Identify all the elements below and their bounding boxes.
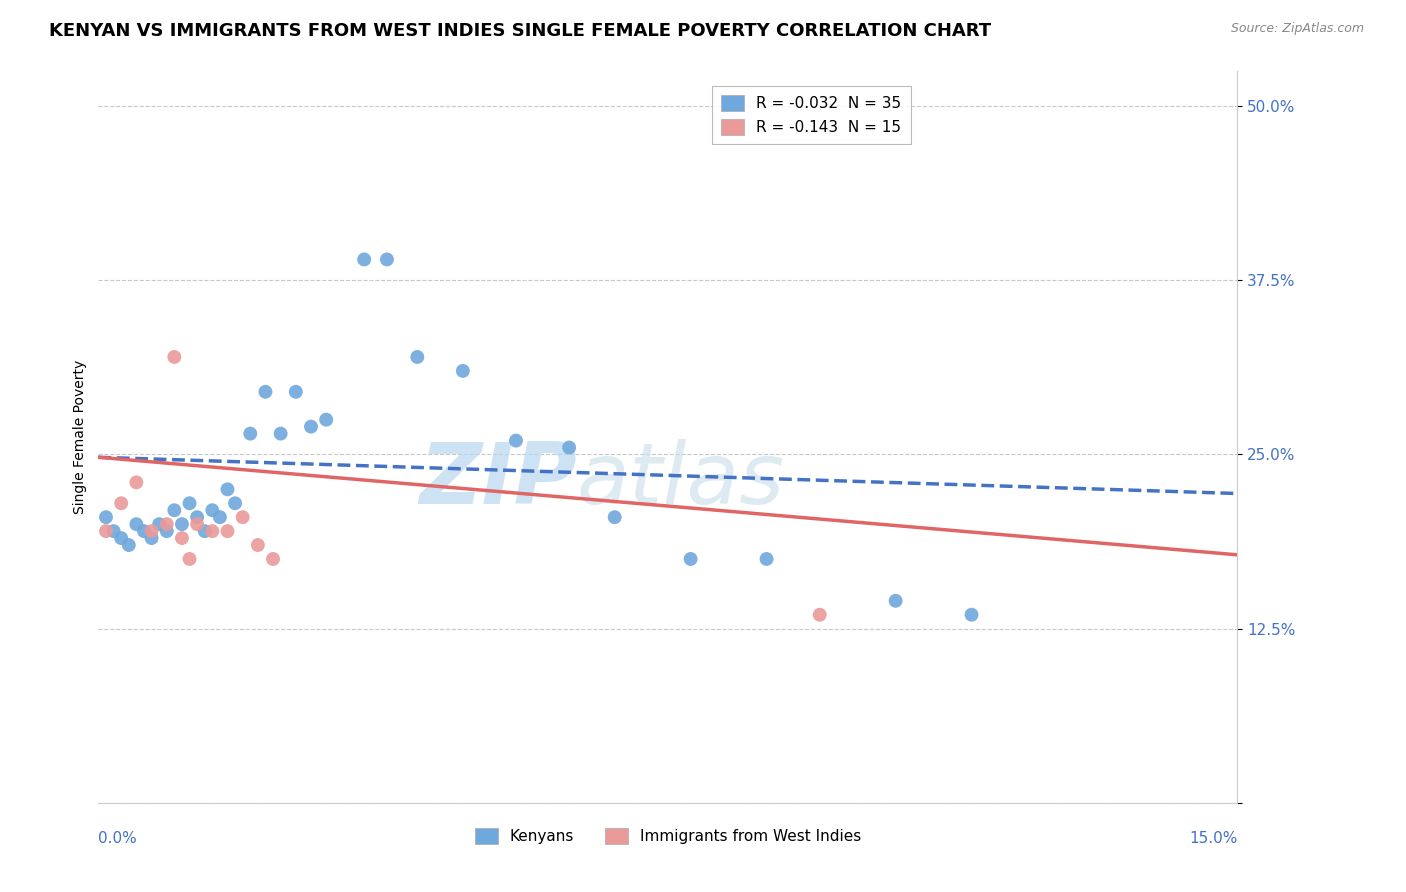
Point (156, 524, 179, 538)
Point (118, 538, 141, 552)
Point (505, 434, 527, 448)
Point (217, 483, 239, 497)
Legend: R = -0.032  N = 35, R = -0.143  N = 15: R = -0.032 N = 35, R = -0.143 N = 15 (713, 87, 911, 145)
Point (406, 350, 429, 364)
Point (132, 524, 155, 538)
Point (179, 552, 201, 566)
Point (125, 475, 148, 490)
Text: KENYAN VS IMMIGRANTS FROM WEST INDIES SINGLE FEMALE POVERTY CORRELATION CHART: KENYAN VS IMMIGRANTS FROM WEST INDIES SI… (49, 22, 991, 40)
Point (163, 350, 186, 364)
Point (315, 412, 337, 426)
Point (179, 496, 201, 510)
Point (201, 503, 224, 517)
Point (141, 524, 163, 538)
Y-axis label: Single Female Poverty: Single Female Poverty (73, 360, 87, 514)
Point (94, 524, 117, 538)
Point (141, 531, 163, 545)
Point (170, 531, 193, 545)
Point (239, 426, 262, 441)
Point (262, 552, 284, 566)
Point (603, 510, 626, 524)
Point (186, 510, 208, 524)
Point (156, 517, 179, 532)
Point (375, 252, 398, 267)
Text: 0.0%: 0.0% (98, 831, 138, 846)
Point (254, 384, 277, 399)
Point (125, 517, 148, 532)
Point (558, 441, 581, 455)
Point (755, 552, 778, 566)
Point (186, 517, 208, 532)
Point (103, 524, 125, 538)
Point (94, 510, 117, 524)
Point (884, 594, 907, 608)
Point (284, 384, 307, 399)
Point (679, 552, 702, 566)
Point (232, 510, 254, 524)
Point (246, 538, 269, 552)
Point (163, 503, 186, 517)
Text: atlas: atlas (576, 440, 785, 523)
Point (217, 524, 239, 538)
Point (270, 426, 292, 441)
Point (353, 252, 375, 267)
Text: 15.0%: 15.0% (1189, 831, 1237, 846)
Point (110, 496, 132, 510)
Point (960, 607, 983, 622)
Text: ZIP: ZIP (419, 440, 576, 523)
Point (201, 524, 224, 538)
Point (808, 607, 831, 622)
Point (208, 510, 231, 524)
Text: Source: ZipAtlas.com: Source: ZipAtlas.com (1230, 22, 1364, 36)
Point (451, 364, 474, 378)
Point (224, 496, 246, 510)
Point (170, 517, 193, 532)
Point (110, 531, 132, 545)
Point (194, 524, 217, 538)
Point (299, 419, 322, 434)
Point (148, 517, 170, 532)
